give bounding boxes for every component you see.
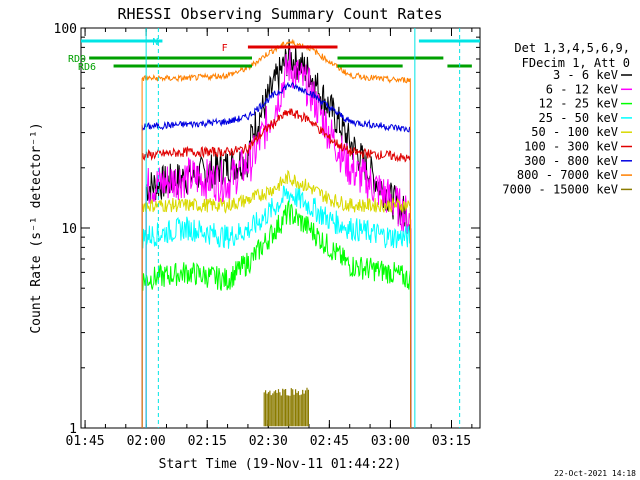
y-tick-label: 10	[61, 222, 77, 237]
flag-label: F	[222, 43, 228, 54]
x-axis-label: Start Time (19-Nov-11 01:44:22)	[159, 457, 402, 472]
flag-label: N	[152, 37, 158, 48]
flag-label: RD0	[68, 54, 86, 65]
series-line	[141, 108, 412, 429]
x-tick-label: 03:15	[432, 434, 471, 449]
y-tick-label: 100	[54, 22, 77, 37]
series-line	[263, 387, 309, 427]
legend-entry: 25 - 50 keV	[539, 111, 618, 125]
legend-header-2: FDecim 1, Att 0	[522, 56, 630, 70]
axis-ticks	[81, 27, 480, 429]
series-line	[141, 169, 412, 429]
series-line	[141, 38, 412, 429]
footer-date: 22-Oct-2021 14:18	[554, 469, 636, 478]
series-line	[141, 200, 412, 429]
legend-entry: 12 - 25 keV	[539, 97, 618, 111]
series-line	[145, 49, 412, 429]
x-tick-label: 02:45	[310, 434, 349, 449]
chart-title: RHESSI Observing Summary Count Rates	[117, 5, 442, 23]
legend-entry: 6 - 12 keV	[546, 82, 618, 96]
x-tick-label: 02:15	[188, 434, 227, 449]
flag-label: RD6	[78, 62, 96, 73]
series-layer	[141, 38, 412, 429]
series-line	[141, 185, 412, 429]
legend-entry: 7000 - 15000 keV	[502, 182, 618, 196]
legend-entry: 3 - 6 keV	[553, 68, 618, 82]
legend-entry: 50 - 100 keV	[531, 125, 618, 139]
legend-entry: 800 - 7000 keV	[517, 168, 618, 182]
x-tick-label: 02:00	[127, 434, 166, 449]
legend-header-1: Det 1,3,4,5,6,9,	[514, 41, 630, 55]
plot-frame	[80, 27, 481, 429]
legend-entry: 100 - 300 keV	[524, 140, 618, 154]
series-line	[141, 81, 412, 429]
x-tick-labels: 01:45 02:00 02:15 02:30 02:45 03:00 03:15	[66, 434, 472, 449]
y-tick-label: 1	[69, 422, 77, 437]
x-tick-label: 03:00	[371, 434, 410, 449]
y-tick-labels: 1 10 100	[54, 22, 77, 437]
y-axis-label: Count Rate (s⁻¹ detector⁻¹)	[29, 122, 44, 333]
legend-entry: 300 - 800 keV	[524, 154, 618, 168]
x-tick-label: 02:30	[249, 434, 288, 449]
x-tick-label: 01:45	[66, 434, 105, 449]
legend: Det 1,3,4,5,6,9, FDecim 1, Att 0 3 - 6 k…	[502, 41, 632, 196]
